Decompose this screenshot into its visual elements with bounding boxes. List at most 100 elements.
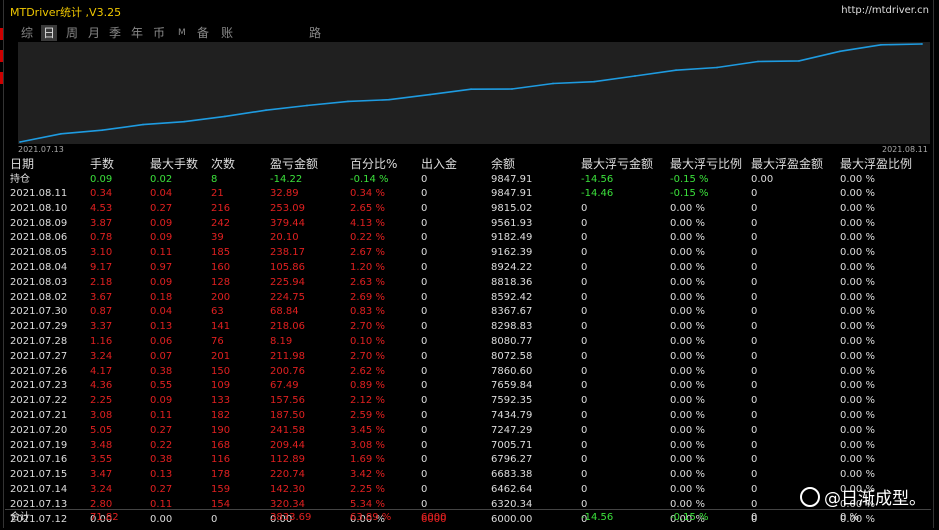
- table-row[interactable]: 2021.07.15 3.47 0.13 178 220.74 3.42 % 0 6683.3…: [0, 468, 939, 482]
- cell-date: 2021.07.30: [10, 306, 68, 318]
- tab-week[interactable]: 周: [66, 26, 79, 40]
- cell-pct: 4.13 %: [350, 217, 385, 229]
- total-divider: [5, 509, 931, 510]
- cell-max-float-loss: 0: [581, 217, 588, 229]
- column-header[interactable]: 最大浮亏金额: [581, 157, 654, 171]
- cell-pct: 2.63 %: [350, 276, 385, 288]
- table-row[interactable]: 2021.08.04 9.17 0.97 160 105.86 1.20 % 0 8924.2…: [0, 261, 939, 275]
- cell-balance: 7860.60: [491, 365, 533, 377]
- balance-point: [798, 60, 800, 62]
- cell-date: 合计: [10, 512, 30, 523]
- cell-max-float-loss-pct: 0.00 %: [670, 247, 705, 259]
- cell-max-float-loss: -14.56: [581, 512, 614, 523]
- cell-max-float-loss-pct: 0.00 %: [670, 380, 705, 392]
- tab-m[interactable]: M: [178, 28, 186, 38]
- table-row[interactable]: 2021.08.11 0.34 0.04 21 32.89 0.34 % 0 9847.91 -…: [0, 187, 939, 201]
- cell-pnl: 241.58: [270, 424, 305, 436]
- table-row[interactable]: 2021.08.02 3.67 0.18 200 224.75 2.69 % 0 8592.4…: [0, 291, 939, 305]
- side-marker: [0, 72, 3, 84]
- tab-summary[interactable]: 综: [21, 26, 34, 40]
- cell-count: 216: [211, 202, 231, 214]
- cell-pnl: 8.19: [270, 336, 293, 347]
- table-row[interactable]: 2021.07.28 1.16 0.06 76 8.19 0.10 % 0 8080.77 0 0…: [0, 335, 939, 349]
- column-header[interactable]: 手数: [90, 157, 115, 171]
- tab-notes[interactable]: 备: [197, 26, 210, 40]
- tab-year[interactable]: 年: [131, 26, 144, 40]
- cell-date: 2021.07.13: [10, 498, 68, 510]
- cell-max-float-loss-pct: 0.00 %: [670, 306, 705, 318]
- tab-day[interactable]: 日: [41, 25, 58, 41]
- cell-pnl: 224.75: [270, 291, 305, 303]
- table-row[interactable]: 2021.07.14 3.24 0.27 159 142.30 2.25 % 0 6462.6…: [0, 483, 939, 497]
- cell-max-float-loss-pct: 0.00 %: [670, 276, 705, 288]
- table-row[interactable]: 2021.07.16 3.55 0.38 116 112.89 1.69 % 0 6796.2…: [0, 453, 939, 467]
- column-header[interactable]: 出入金: [421, 157, 458, 171]
- tab-currency[interactable]: 币: [153, 26, 166, 40]
- column-header[interactable]: 盈亏金额: [270, 157, 319, 171]
- cell-date: 2021.07.20: [10, 424, 68, 436]
- table-row[interactable]: 2021.08.03 2.18 0.09 128 225.94 2.63 % 0 8818.3…: [0, 276, 939, 290]
- balance-point: [511, 88, 513, 90]
- column-header[interactable]: 最大浮盈比例: [840, 157, 913, 171]
- cell-lots: 0.09: [90, 174, 113, 185]
- cell-max-float-profit-pct: 0.00 %: [840, 469, 875, 481]
- table-row[interactable]: 2021.07.26 4.17 0.38 150 200.76 2.62 % 0 7860.6…: [0, 365, 939, 379]
- table-row[interactable]: 2021.07.22 2.25 0.09 133 157.56 2.12 % 0 7592.3…: [0, 394, 939, 408]
- column-header[interactable]: 日期: [10, 157, 35, 171]
- table-row[interactable]: 2021.07.19 3.48 0.22 168 209.44 3.08 % 0 7005.7…: [0, 439, 939, 453]
- table-row[interactable]: 2021.08.10 4.53 0.27 216 253.09 2.65 % 0 9815.0…: [0, 202, 939, 216]
- cell-io: 0: [421, 498, 428, 510]
- cell-max-lots: 0.27: [150, 484, 173, 495]
- cell-pct: 5.34 %: [350, 498, 385, 510]
- cell-balance: 9847.91: [491, 174, 533, 185]
- table-row[interactable]: 2021.07.13 2.80 0.11 154 320.34 5.34 % 0 6320.3…: [0, 498, 939, 512]
- cell-max-lots: 0.09: [150, 276, 173, 288]
- cell-pnl: 105.86: [270, 262, 305, 273]
- cell-balance: 7005.71: [491, 439, 533, 451]
- table-row[interactable]: 2021.07.20 5.05 0.27 190 241.58 3.45 % 0 7247.2…: [0, 424, 939, 438]
- cell-pct: 2.25 %: [350, 484, 385, 495]
- cell-date: 2021.07.16: [10, 454, 68, 466]
- cell-max-float-loss: 0: [581, 498, 588, 510]
- cell-max-float-profit: 0: [751, 276, 758, 288]
- cell-max-float-loss: 0: [581, 380, 588, 392]
- cell-max-float-profit: 0: [751, 439, 758, 451]
- cell-max-float-loss-pct: 0.00 %: [670, 454, 705, 466]
- total-row[interactable]: 合计 71.82 3833.69 63.89 % 6000 -14.56 -0.15 % 0 0…: [0, 511, 939, 525]
- cell-lots: 1.16: [90, 336, 113, 347]
- table-row[interactable]: 2021.08.05 3.10 0.11 185 238.17 2.67 % 0 9162.3…: [0, 246, 939, 260]
- position-row[interactable]: 持仓 0.09 0.02 8 -14.22 -0.14 % 0 9847.91 -14.56 -0…: [0, 173, 939, 187]
- column-header[interactable]: 次数: [211, 157, 236, 171]
- app-title: MTDriver统计 ,V3.25: [10, 6, 122, 19]
- column-header[interactable]: 最大浮盈金额: [751, 157, 824, 171]
- cell-max-float-loss: 0: [581, 484, 588, 495]
- tab-month[interactable]: 月: [88, 26, 101, 40]
- table-row[interactable]: 2021.07.27 3.24 0.07 201 211.98 2.70 % 0 8072.5…: [0, 350, 939, 364]
- balance-point: [839, 50, 841, 53]
- site-link[interactable]: http://mtdriver.cn: [841, 5, 929, 16]
- table-row[interactable]: 2021.07.12 0.00 0.00 0 0.00 0.00 % 6000 6000.00…: [0, 513, 939, 527]
- cell-max-float-profit: 0: [751, 217, 758, 229]
- table-row[interactable]: 2021.07.30 0.87 0.04 63 68.84 0.83 % 0 8367.67 0…: [0, 305, 939, 319]
- tab-quarter[interactable]: 季: [109, 26, 122, 40]
- column-header[interactable]: 最大浮亏比例: [670, 157, 743, 171]
- cell-count: 21: [211, 188, 224, 199]
- cell-max-float-loss-pct: 0.00 %: [670, 350, 705, 362]
- cell-max-float-loss-pct: -0.15 %: [670, 512, 709, 523]
- cell-pnl: 225.94: [270, 276, 305, 288]
- table-row[interactable]: 2021.07.29 3.37 0.13 141 218.06 2.70 % 0 8298.8…: [0, 320, 939, 334]
- column-header[interactable]: 最大手数: [150, 157, 199, 171]
- column-header[interactable]: 余额: [491, 157, 516, 171]
- cell-balance: 7659.84: [491, 380, 533, 392]
- table-row[interactable]: 2021.07.21 3.08 0.11 182 187.50 2.59 % 0 7434.7…: [0, 409, 939, 423]
- cell-max-float-loss-pct: -0.15 %: [670, 188, 709, 199]
- table-row[interactable]: 2021.08.06 0.78 0.09 39 20.10 0.22 % 0 9182.49 0…: [0, 231, 939, 245]
- cell-io: 0: [421, 276, 428, 288]
- balance-point: [470, 88, 472, 91]
- table-row[interactable]: 2021.07.23 4.36 0.55 109 67.49 0.89 % 0 7659.84…: [0, 379, 939, 393]
- column-header[interactable]: 百分比%: [350, 157, 398, 171]
- cell-count: 39: [211, 232, 224, 244]
- table-row[interactable]: 2021.08.09 3.87 0.09 242 379.44 4.13 % 0 9561.9…: [0, 217, 939, 231]
- cell-max-lots: 0.07: [150, 350, 173, 362]
- cell-date: 2021.07.12: [10, 513, 68, 525]
